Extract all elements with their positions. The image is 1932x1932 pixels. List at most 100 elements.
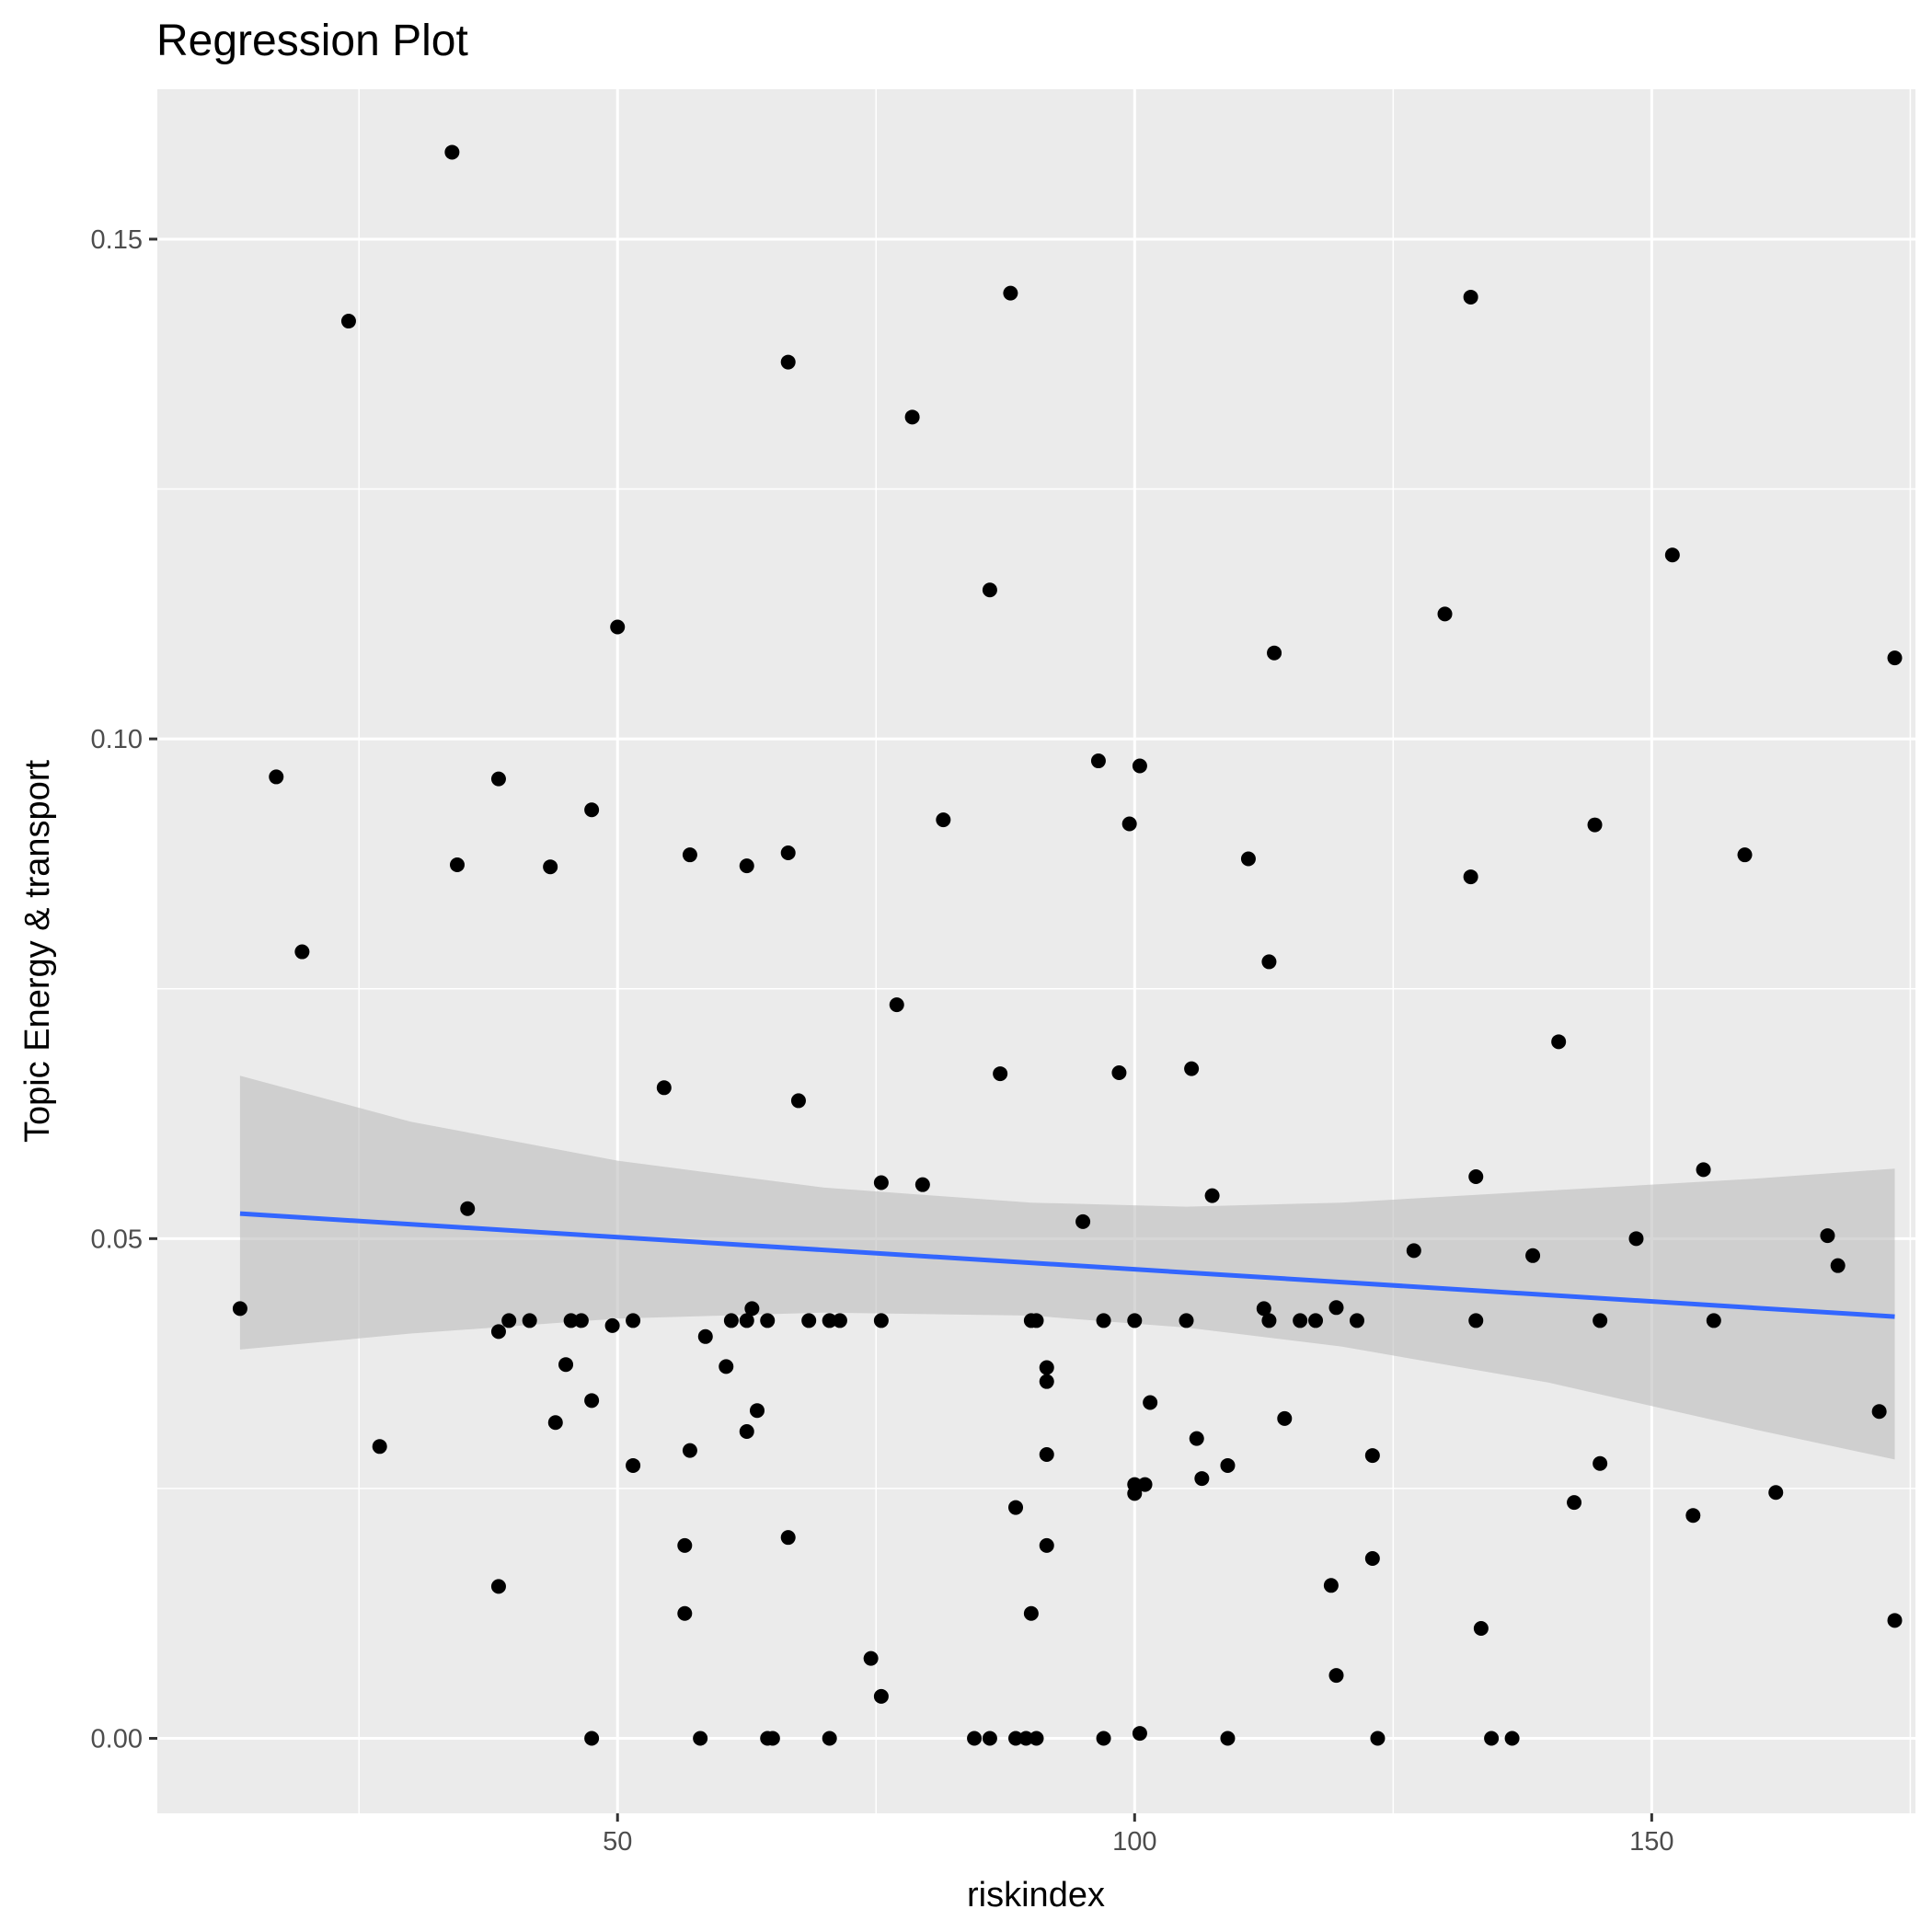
data-point — [780, 1530, 796, 1546]
data-point — [982, 1731, 997, 1746]
data-point — [873, 1175, 889, 1190]
data-point — [1029, 1731, 1044, 1746]
data-point — [1029, 1313, 1044, 1328]
data-point — [1364, 1448, 1380, 1464]
data-point — [780, 845, 796, 860]
data-point — [1406, 1243, 1421, 1259]
data-point — [1096, 1313, 1111, 1328]
data-point — [1364, 1550, 1380, 1566]
data-point — [904, 409, 920, 425]
data-point — [522, 1313, 537, 1328]
data-point — [1137, 1477, 1153, 1492]
data-point — [1293, 1313, 1308, 1328]
data-point — [1189, 1431, 1204, 1446]
data-point — [1204, 1188, 1220, 1203]
data-point — [719, 1359, 734, 1374]
data-point — [749, 1403, 765, 1419]
data-point — [693, 1731, 708, 1746]
regression-line — [239, 1211, 1895, 1319]
data-point — [1075, 1213, 1091, 1229]
data-point — [744, 1301, 760, 1317]
plot-panel — [157, 89, 1915, 1813]
data-point — [1127, 1313, 1143, 1328]
data-point — [444, 144, 460, 160]
data-point — [1830, 1258, 1846, 1273]
data-point — [1685, 1508, 1701, 1524]
data-point — [543, 859, 558, 875]
data-points — [232, 144, 1903, 1746]
x-tick-label: 50 — [603, 1827, 632, 1857]
data-point — [1179, 1313, 1194, 1328]
data-point — [1256, 1301, 1271, 1317]
data-point — [1887, 1613, 1903, 1628]
data-point — [863, 1650, 879, 1666]
data-point — [294, 944, 310, 960]
data-point — [1267, 645, 1282, 661]
data-point — [232, 1301, 247, 1317]
data-point — [558, 1357, 574, 1373]
data-point — [682, 847, 697, 863]
data-point — [340, 314, 356, 329]
data-point — [982, 582, 997, 598]
data-point — [1593, 1313, 1608, 1328]
data-point — [1023, 1605, 1039, 1621]
data-point — [449, 857, 465, 873]
data-point — [1468, 1313, 1484, 1328]
data-point — [490, 771, 506, 787]
y-axis: 0.00 0.05 0.10 0.15 — [91, 225, 157, 1754]
minor-gridlines — [157, 89, 1915, 1813]
x-axis: 50 100 150 — [603, 1813, 1674, 1857]
data-point — [604, 1317, 620, 1333]
data-point — [739, 858, 754, 874]
y-tick-label: 0.15 — [91, 225, 143, 255]
data-point — [1567, 1495, 1582, 1511]
data-point — [1184, 1061, 1200, 1076]
data-point — [1132, 1726, 1147, 1742]
data-point — [1132, 758, 1147, 774]
data-point — [1525, 1248, 1541, 1263]
data-point — [1664, 547, 1680, 563]
data-point — [1328, 1668, 1344, 1684]
data-point — [1261, 954, 1277, 970]
data-point — [1220, 1457, 1236, 1473]
data-point — [372, 1439, 387, 1455]
data-point — [1240, 851, 1256, 867]
y-axis-title: Topic Energy & transport — [18, 760, 57, 1144]
chart-title: Regression Plot — [156, 17, 468, 65]
data-point — [1696, 1162, 1711, 1178]
data-point — [1437, 606, 1453, 622]
data-point — [1220, 1731, 1236, 1746]
data-point — [832, 1313, 847, 1328]
data-point — [801, 1313, 817, 1328]
data-point — [1463, 869, 1478, 885]
data-point — [682, 1443, 697, 1458]
data-point — [1484, 1731, 1500, 1746]
data-point — [697, 1328, 713, 1344]
data-point — [573, 1313, 589, 1328]
data-point — [1261, 1313, 1277, 1328]
data-point — [822, 1313, 837, 1328]
data-point — [873, 1313, 889, 1328]
data-point — [1121, 816, 1137, 832]
data-point — [1593, 1455, 1608, 1471]
x-tick-label: 150 — [1629, 1827, 1673, 1857]
data-point — [873, 1688, 889, 1704]
data-point — [914, 1177, 930, 1192]
data-point — [1194, 1471, 1210, 1487]
data-point — [967, 1731, 983, 1746]
data-point — [626, 1313, 641, 1328]
x-tick-label: 100 — [1112, 1827, 1156, 1857]
data-point — [1008, 1731, 1024, 1746]
data-point — [584, 1731, 600, 1746]
data-point — [1039, 1537, 1054, 1553]
data-point — [1039, 1446, 1054, 1462]
data-point — [460, 1201, 476, 1216]
data-point — [765, 1731, 780, 1746]
x-axis-title: riskindex — [967, 1876, 1105, 1915]
data-point — [1349, 1313, 1364, 1328]
data-point — [1468, 1168, 1484, 1184]
data-point — [1039, 1360, 1054, 1375]
data-point — [1277, 1410, 1293, 1426]
data-point — [1706, 1313, 1721, 1328]
